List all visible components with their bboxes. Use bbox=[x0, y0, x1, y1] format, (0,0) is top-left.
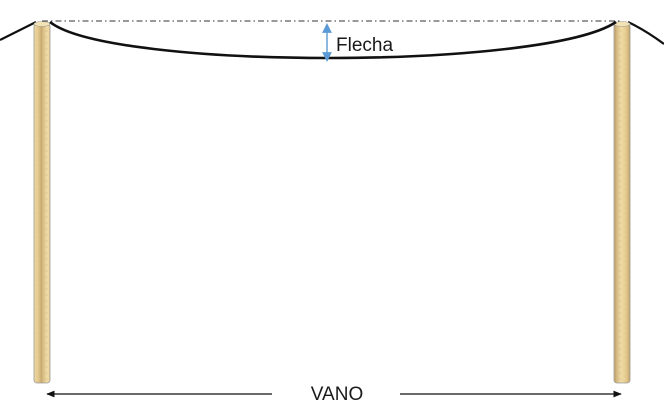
right-pole bbox=[613, 21, 631, 384]
sagging-cable bbox=[49, 20, 617, 60]
cable-right-outside bbox=[627, 21, 664, 45]
left-pole bbox=[33, 21, 51, 384]
span-label: VANO bbox=[311, 384, 363, 405]
sag-label: Flecha bbox=[336, 35, 393, 56]
cable-left-outside bbox=[0, 21, 37, 41]
